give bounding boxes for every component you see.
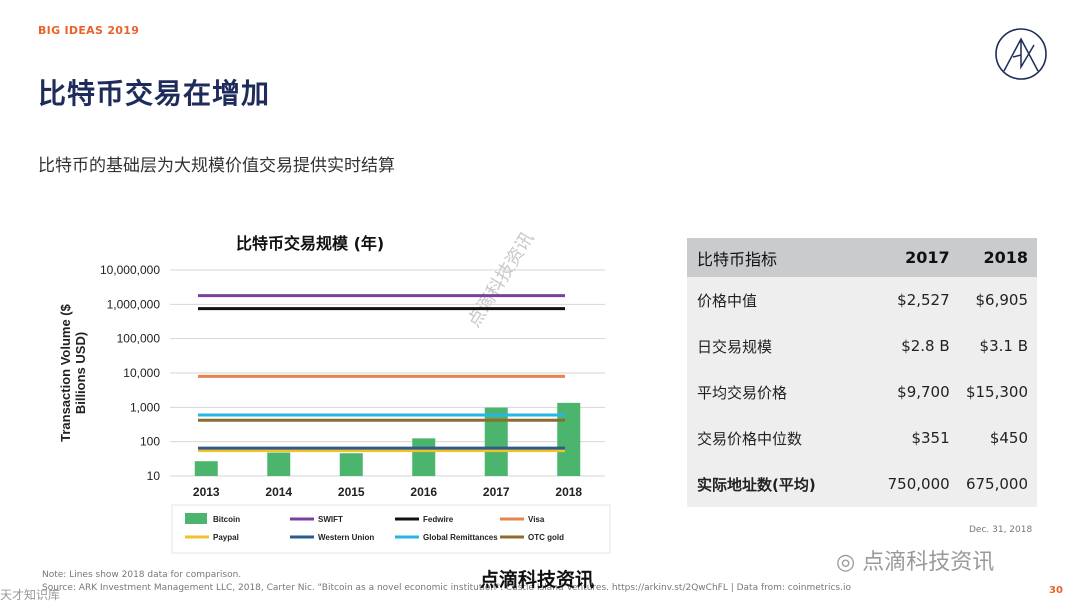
bitcoin-bar xyxy=(339,453,363,476)
page-number: 30 xyxy=(1049,585,1063,596)
table-cell: $2,527 xyxy=(897,291,950,309)
legend-label: Western Union xyxy=(318,533,374,542)
y-tick-label: 10 xyxy=(147,469,161,483)
wechat-watermark: ◎ 点滴科技资讯 xyxy=(836,544,994,576)
corner-watermark: 天才知识库 xyxy=(0,588,61,602)
y-tick-label: 1,000,000 xyxy=(107,297,161,311)
table-row: 交易价格中位数 $351 $450 xyxy=(687,415,1037,461)
y-axis-label: Transaction Volume ($Billions USD) xyxy=(58,303,88,442)
table-cell: $6,905 xyxy=(975,291,1029,309)
table-cell: $9,700 xyxy=(897,383,950,401)
legend-label: Fedwire xyxy=(423,515,454,524)
table-row: 实际地址数(平均) 750,000 675,000 xyxy=(687,461,1037,507)
y-tick-label: 100,000 xyxy=(117,332,161,346)
legend-label: SWIFT xyxy=(318,515,343,524)
table-header-2018: 2018 xyxy=(949,238,1037,277)
legend-label: Paypal xyxy=(213,533,239,542)
bitcoin-bar xyxy=(412,438,436,476)
credit-watermark: 点滴科技资讯 xyxy=(480,569,595,591)
table-cell: 实际地址数(平均) xyxy=(697,475,816,494)
chart: 10,000,000 1,000,000 100,000 10,000 1,000 100… xyxy=(58,263,611,554)
table-cell: 750,000 xyxy=(887,475,950,493)
x-tick-label: 2018 xyxy=(555,485,582,499)
table-cell: $3.1 B xyxy=(979,337,1028,355)
table-cell: 交易价格中位数 xyxy=(697,429,803,448)
wechat-watermark-text: 点滴科技资讯 xyxy=(862,550,995,575)
table-cell: $351 xyxy=(911,429,950,447)
legend-box xyxy=(171,504,611,554)
table-header-row: 比特币指标 2017 2018 xyxy=(687,238,1037,277)
legend-label: Bitcoin xyxy=(213,515,240,524)
slide-subtitle: 比特币的基础层为大规模价值交易提供实时结算 xyxy=(38,156,395,176)
x-tick-label: 2013 xyxy=(193,485,220,499)
table-row: 平均交易价格 $9,700 $15,300 xyxy=(687,369,1037,415)
x-tick-label: 2015 xyxy=(338,485,365,499)
table-cell: $15,300 xyxy=(965,383,1028,401)
table-row: 日交易规模 $2.8 B $3.1 B xyxy=(687,323,1037,369)
chart-note: Note: Lines show 2018 data for compariso… xyxy=(42,570,242,580)
table-cell: 平均交易价格 xyxy=(697,383,788,402)
legend-swatch xyxy=(185,513,207,524)
table-cell: $450 xyxy=(989,429,1028,447)
table-cell: 675,000 xyxy=(965,475,1028,493)
legend-label: Global Remittances xyxy=(423,533,498,542)
y-tick-label: 1,000 xyxy=(130,400,160,414)
legend-label: OTC gold xyxy=(528,533,564,542)
x-tick-label: 2016 xyxy=(410,485,437,499)
y-tick-label: 10,000,000 xyxy=(100,263,160,277)
table-cell: 日交易规模 xyxy=(697,337,773,356)
wechat-icon: ◎ xyxy=(836,550,856,575)
bitcoin-bar xyxy=(267,452,291,476)
source-note: Source: ARK Investment Management LLC, 2… xyxy=(42,583,851,593)
table-cell: $2.8 B xyxy=(901,337,950,355)
table-date: Dec. 31, 2018 xyxy=(969,525,1033,535)
legend-label: Visa xyxy=(528,515,545,524)
ark-logo xyxy=(995,28,1047,80)
table-cell: 价格中值 xyxy=(697,291,758,310)
y-tick-label: 100 xyxy=(140,435,160,449)
metrics-table: 比特币指标 2017 2018 价格中值 $2,527 $6,905 日交易规模… xyxy=(687,238,1037,507)
bitcoin-bar xyxy=(484,407,508,476)
bitcoin-bar xyxy=(194,461,218,476)
chart-title: 比特币交易规模 (年) xyxy=(236,234,385,253)
deck-label: BIG IDEAS 2019 xyxy=(38,24,140,37)
x-tick-label: 2014 xyxy=(265,485,292,499)
x-tick-label: 2017 xyxy=(483,485,510,499)
y-tick-label: 10,000 xyxy=(123,366,160,380)
table-header-metric: 比特币指标 xyxy=(687,238,872,277)
table-row: 价格中值 $2,527 $6,905 xyxy=(687,277,1037,323)
slide-title: 比特币交易在增加 xyxy=(38,77,271,110)
table-header-2017: 2017 xyxy=(871,238,950,277)
